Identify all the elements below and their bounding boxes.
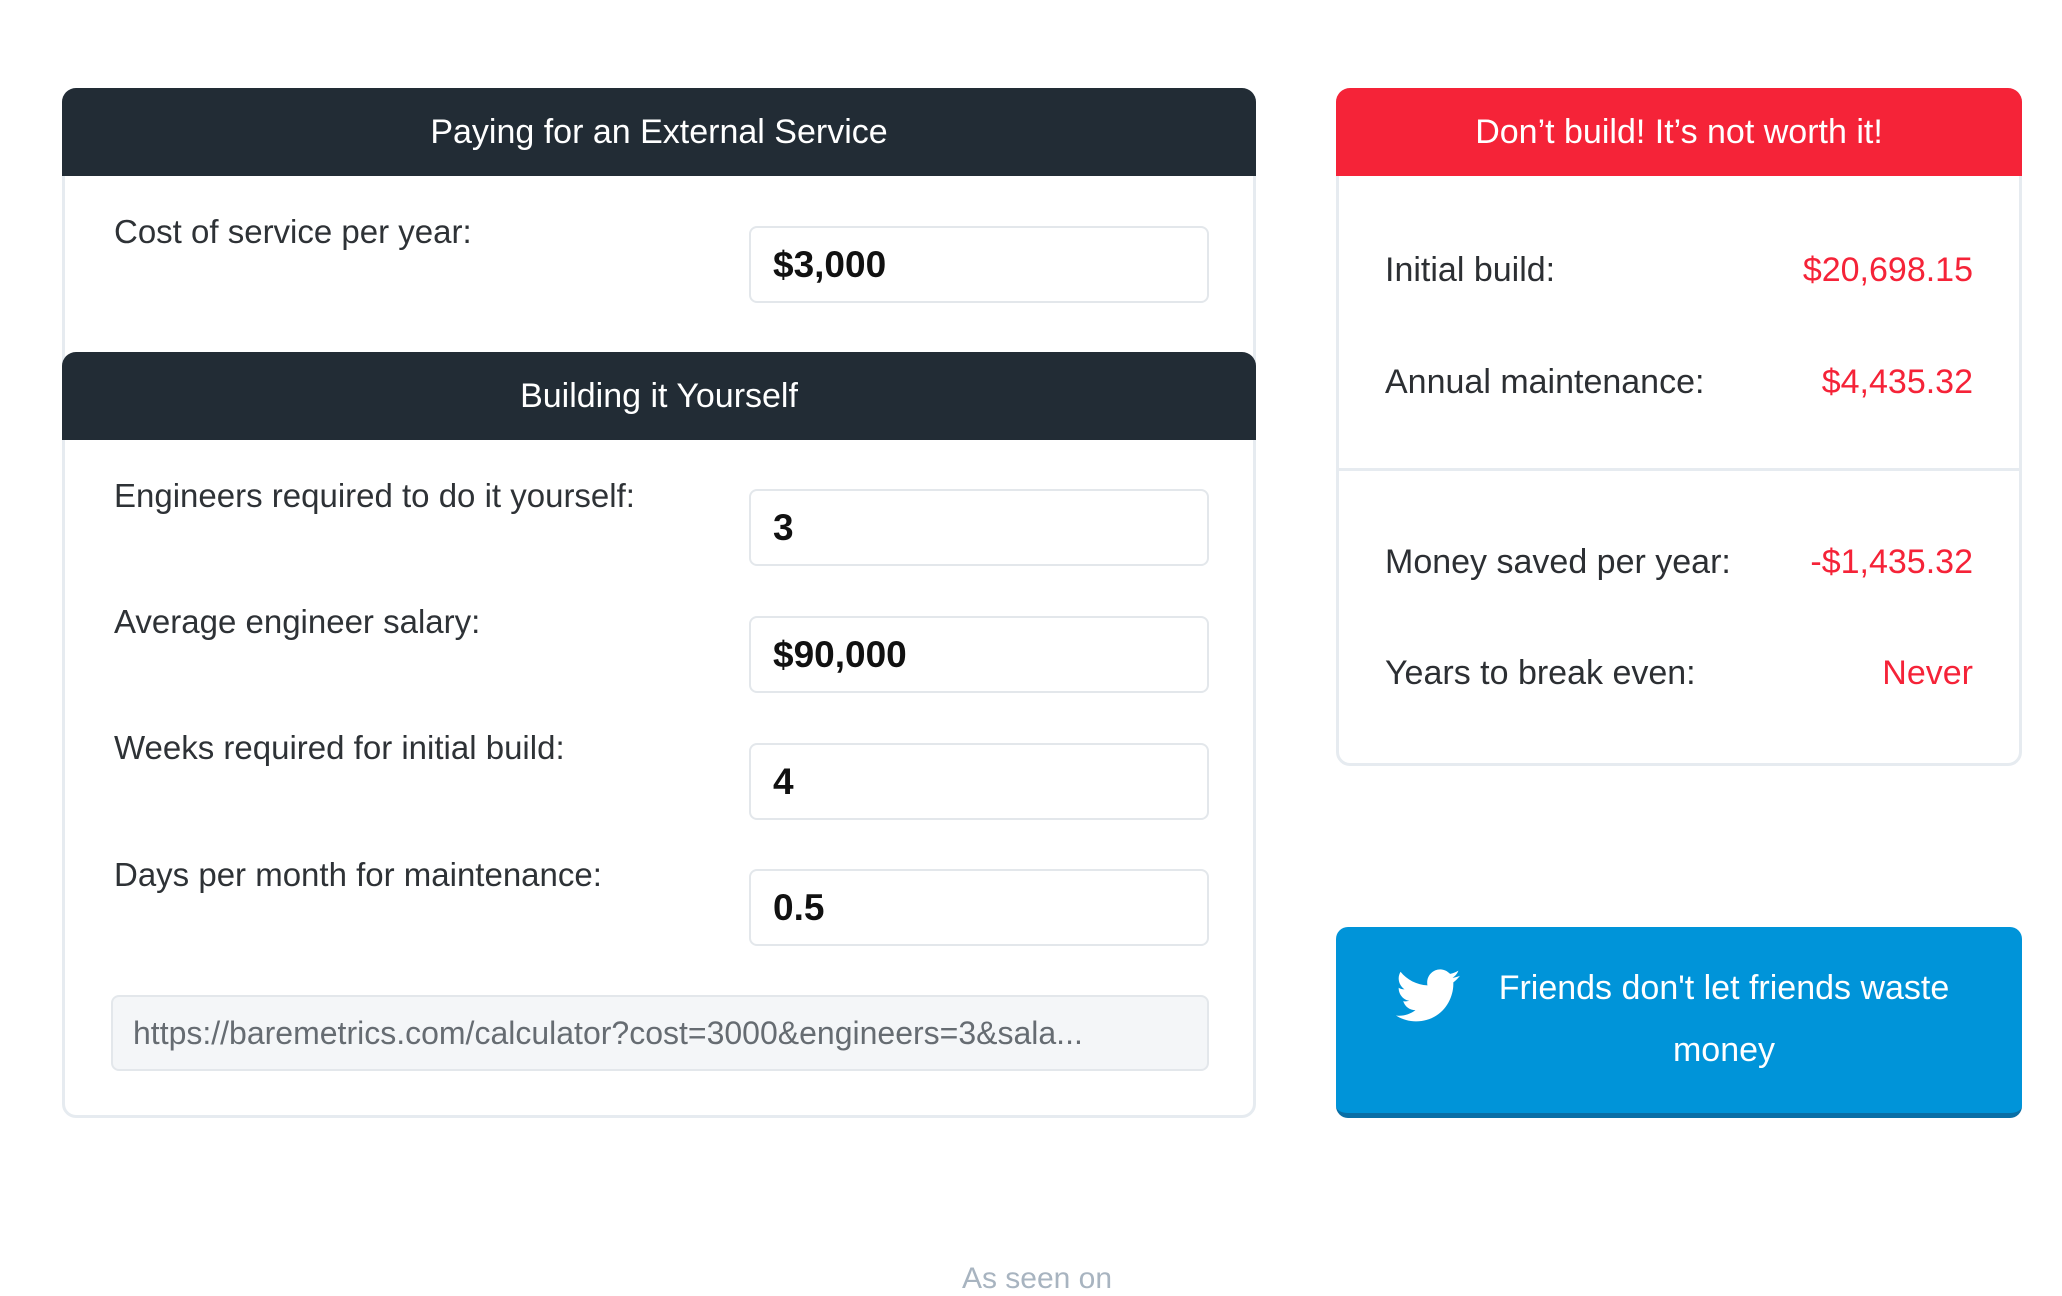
break-even-row: Years to break even: Never [1385, 654, 1973, 693]
tweet-button[interactable]: Friends don't let friends waste money [1336, 927, 2022, 1118]
cost-input[interactable]: $3,000 [749, 226, 1209, 303]
share-url-field[interactable]: https://baremetrics.com/calculator?cost=… [111, 995, 1209, 1071]
money-saved-row: Money saved per year: -$1,435.32 [1385, 543, 1973, 582]
row-label: Initial build: [1385, 251, 1556, 289]
annual-maintenance-row: Annual maintenance: $4,435.32 [1385, 363, 1973, 402]
verdict-header: Don’t build! It’s not worth it! [1336, 88, 2022, 176]
row-value: $20,698.15 [1802, 251, 1973, 289]
row-label: Money saved per year: [1385, 543, 1731, 581]
divider [1339, 468, 2019, 471]
twitter-bird-icon [1396, 969, 1460, 1032]
engineers-input[interactable]: 3 [749, 489, 1209, 566]
row-label: Years to break even: [1385, 654, 1696, 692]
salary-label: Average engineer salary: [114, 603, 481, 640]
engineers-label: Engineers required to do it yourself: [114, 477, 635, 514]
weeks-input[interactable]: 4 [749, 743, 1209, 820]
row-label: Annual maintenance: [1385, 363, 1705, 401]
tweet-button-label: Friends don't let friends waste money [1498, 969, 1950, 1069]
external-service-header: Paying for an External Service [62, 88, 1256, 176]
weeks-label: Weeks required for initial build: [114, 729, 565, 766]
calculator-inputs-card: Paying for an External Service Cost of s… [62, 88, 1256, 1118]
as-seen-on-heading: As seen on [961, 1262, 1113, 1295]
maintenance-days-input[interactable]: 0.5 [749, 869, 1209, 946]
row-value: $4,435.32 [1821, 363, 1973, 401]
row-value: Never [1882, 654, 1973, 692]
build-yourself-header: Building it Yourself [62, 352, 1256, 440]
maintenance-days-label: Days per month for maintenance: [114, 856, 602, 893]
result-card: Don’t build! It’s not worth it! Initial … [1336, 88, 2022, 766]
salary-input[interactable]: $90,000 [749, 616, 1209, 693]
row-value: -$1,435.32 [1810, 543, 1973, 581]
cost-label: Cost of service per year: [114, 213, 472, 250]
initial-build-row: Initial build: $20,698.15 [1385, 251, 1973, 290]
